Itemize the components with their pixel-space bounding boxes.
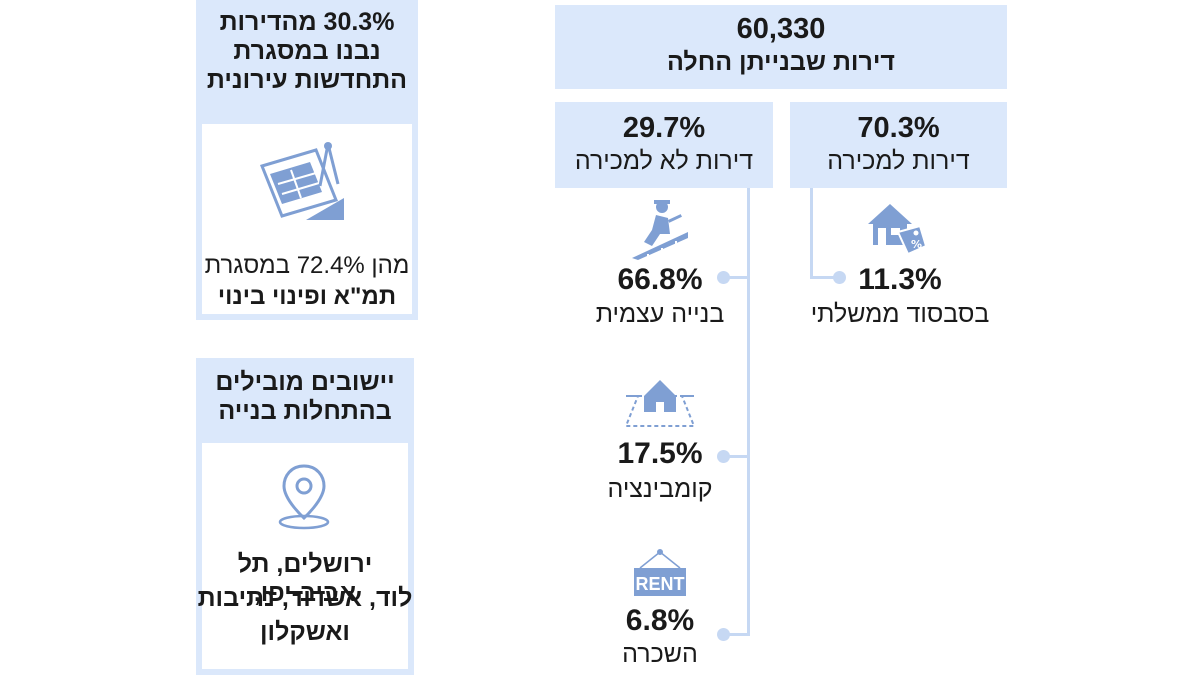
not-for-sale-label: דירות לא למכירה: [574, 147, 754, 175]
leading-cities-line2: לוד, אשדוד, נתיבות: [197, 584, 413, 612]
subsidized-label: בסבסוד ממשלתי: [810, 300, 990, 328]
combination-label: קומבינציה: [607, 475, 713, 503]
house-on-land-icon: [624, 380, 696, 427]
leading-cities-line3: ואשקלון: [260, 618, 350, 646]
total-value: 60,330: [736, 13, 826, 45]
self-build-label: בנייה עצמית: [595, 300, 725, 328]
house-price-tag-icon: %: [868, 204, 928, 256]
connector-dot-rent: [717, 628, 730, 641]
blueprint-compass-icon: [259, 142, 344, 220]
subsidized-pct: 11.3%: [858, 263, 942, 296]
self-build-pct: 66.8%: [617, 263, 703, 296]
svg-text:%: %: [911, 238, 922, 251]
not-for-sale-pct: 29.7%: [622, 112, 706, 144]
rent-sign-text: RENT: [636, 574, 685, 594]
connector-dot-subsidized: [833, 271, 846, 284]
not-for-sale-box: 29.7% דירות לא למכירה: [555, 102, 773, 188]
for-sale-box: 70.3% דירות למכירה: [790, 102, 1007, 188]
map-pin-icon: [278, 464, 330, 530]
urban-renewal-note-line2: תמ"א ופינוי בינוי: [217, 283, 397, 310]
for-sale-pct: 70.3%: [857, 112, 940, 144]
connector-dot-combination: [717, 450, 730, 463]
connector-not-for-sale-vertical: [747, 188, 750, 635]
leading-cities-heading-line2: בהתחלות בנייה: [218, 397, 392, 425]
connector-combination: [725, 455, 750, 458]
total-box: 60,330 דירות שבנייתן החלה: [555, 5, 1007, 89]
construction-worker-icon: [632, 200, 688, 260]
urban-renewal-note-line1: מהן 72.4% במסגרת: [204, 252, 410, 279]
connector-rent: [725, 633, 750, 636]
urban-renewal-heading-line3: התחדשות עירונית: [206, 66, 408, 94]
leading-cities-inner: [202, 443, 408, 669]
connector-self-build: [725, 276, 750, 279]
total-label: דירות שבנייתן החלה: [667, 48, 895, 76]
for-sale-label: דירות למכירה: [827, 147, 970, 175]
urban-renewal-heading-line2: נבנו במסגרת: [233, 37, 381, 65]
connector-for-sale-vertical: [810, 188, 813, 278]
combination-pct: 17.5%: [617, 437, 703, 470]
connector-dot-self-build: [717, 271, 730, 284]
rent-sign-icon: RENT: [634, 549, 686, 596]
rent-label: השכרה: [622, 640, 698, 668]
leading-cities-heading-line1: יישובים מובילים: [215, 368, 395, 396]
connector-for-sale-horizontal: [810, 276, 840, 279]
leading-cities-line1: ירושלים, תל אביב-יפו,: [237, 550, 373, 607]
urban-renewal-inner: [202, 124, 412, 314]
urban-renewal-heading-line1: 30.3% מהדירות: [219, 8, 395, 36]
rent-pct: 6.8%: [625, 604, 695, 637]
